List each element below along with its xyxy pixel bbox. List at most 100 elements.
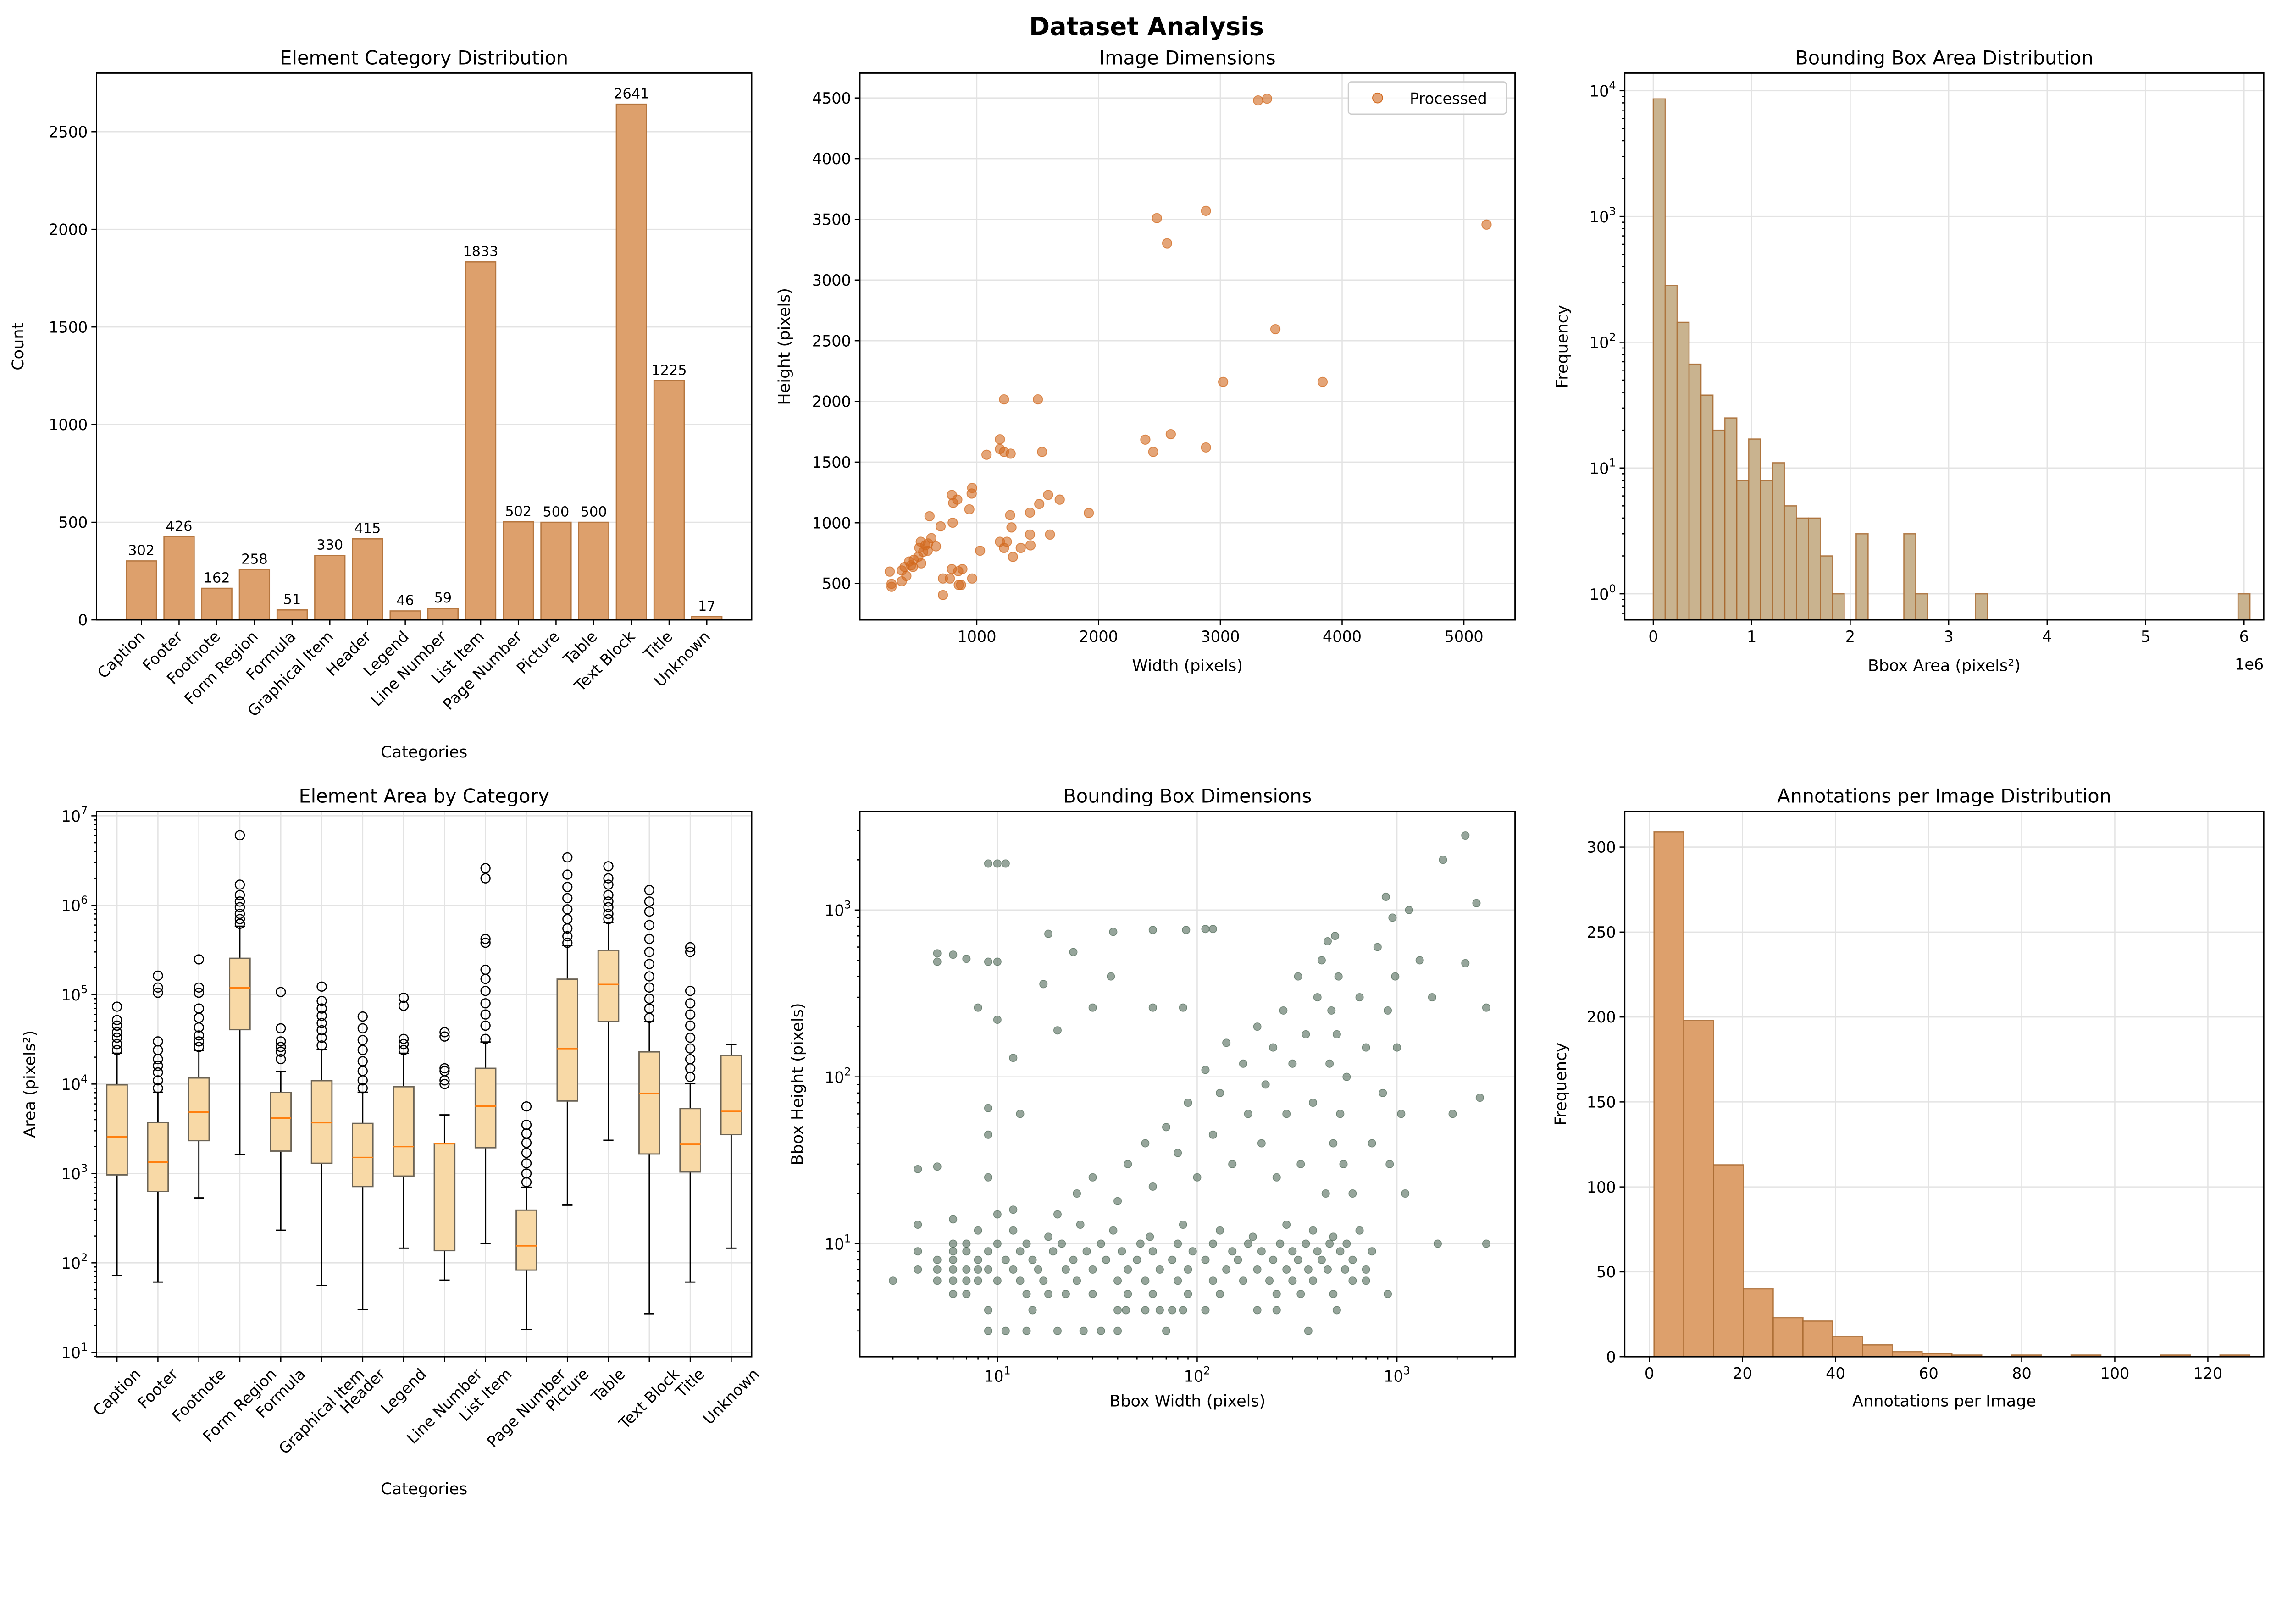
scatter-point bbox=[1148, 1247, 1157, 1256]
x-axis-label: Bbox Area (pixels²) bbox=[1868, 657, 2021, 675]
scatter-point bbox=[1122, 1306, 1130, 1315]
tick-exponent: 4 bbox=[81, 1072, 88, 1085]
flier-point bbox=[521, 1148, 532, 1158]
scatter-point bbox=[937, 590, 948, 600]
scatter-point bbox=[1461, 831, 1470, 840]
flier-point bbox=[603, 902, 614, 912]
flier-point bbox=[439, 1079, 450, 1089]
flier-point bbox=[685, 986, 696, 996]
scatter-point bbox=[1313, 1247, 1322, 1256]
tick-exponent: 2 bbox=[844, 1066, 851, 1078]
scatter-point bbox=[1034, 1265, 1042, 1274]
scatter-point bbox=[1155, 1306, 1164, 1315]
flier-point bbox=[439, 1031, 450, 1042]
subplot-title: Bounding Box Dimensions bbox=[1063, 785, 1312, 807]
tick-exponent: 2 bbox=[1203, 1364, 1210, 1377]
scatter-point bbox=[1401, 1189, 1410, 1198]
scatter-point bbox=[1253, 1306, 1262, 1315]
marks bbox=[1652, 98, 2251, 620]
scatter-point bbox=[1084, 508, 1094, 518]
tick-exponent: 1 bbox=[1004, 1364, 1011, 1377]
scatter-point bbox=[1188, 1247, 1197, 1256]
y-tick-label: 4500 bbox=[812, 89, 851, 107]
scatter-point bbox=[984, 1104, 992, 1112]
scatter-point bbox=[1222, 1038, 1231, 1047]
flier-point bbox=[194, 1042, 204, 1052]
x-tick-label: 80 bbox=[2012, 1364, 2032, 1382]
scatter-point bbox=[1317, 1255, 1326, 1264]
scatter-point bbox=[967, 573, 977, 584]
scatter-point bbox=[1088, 1290, 1097, 1298]
flier-point bbox=[521, 1168, 532, 1179]
scatter-point bbox=[945, 573, 955, 584]
histogram-bar bbox=[1862, 1344, 1893, 1357]
axes: 500 1000 1500 2000 2500 3000 3500 4000 4500 1000 2… bbox=[812, 72, 1516, 646]
scatter-point bbox=[949, 1276, 958, 1285]
iqr-box bbox=[352, 1122, 374, 1188]
scatter-point bbox=[1313, 993, 1322, 1002]
scatter-point bbox=[1261, 1080, 1270, 1089]
box-picture bbox=[556, 852, 579, 1206]
scatter-point bbox=[1257, 1247, 1266, 1256]
bar-value-label: 415 bbox=[354, 521, 381, 537]
flier-point bbox=[685, 1033, 696, 1043]
scatter-point bbox=[1109, 928, 1118, 936]
scatter-point bbox=[1182, 926, 1191, 934]
scatter-point bbox=[1016, 1110, 1025, 1118]
box-page-number bbox=[515, 1101, 537, 1330]
scatter-point bbox=[993, 1276, 1002, 1285]
scatter-point bbox=[984, 1173, 992, 1182]
flier-point bbox=[685, 942, 696, 953]
scatter-point bbox=[1001, 1255, 1010, 1264]
scatter-point bbox=[1339, 1160, 1348, 1169]
iqr-box bbox=[556, 978, 579, 1102]
box-header bbox=[352, 1011, 374, 1310]
histogram-bar bbox=[1676, 321, 1690, 620]
scatter-point bbox=[1025, 540, 1036, 551]
scatter-point bbox=[1162, 1326, 1171, 1335]
flier-point bbox=[153, 1083, 163, 1094]
scatter-point bbox=[914, 1165, 922, 1173]
axes-frame bbox=[1624, 72, 2265, 621]
bar-header bbox=[352, 538, 383, 620]
scatter-point bbox=[948, 497, 958, 508]
flier-point bbox=[644, 934, 654, 944]
bar-picture bbox=[540, 521, 572, 620]
scatter-point bbox=[1342, 1239, 1351, 1248]
scatter-point bbox=[1329, 1232, 1338, 1241]
flier-point bbox=[521, 1158, 532, 1169]
flier-point bbox=[685, 1020, 696, 1031]
scatter-point bbox=[1334, 972, 1343, 981]
scatter-point bbox=[1384, 1290, 1392, 1298]
scatter-point bbox=[933, 949, 942, 958]
scatter-point bbox=[1034, 499, 1045, 509]
flier-point bbox=[480, 1009, 491, 1020]
scatter-point bbox=[1325, 1059, 1334, 1068]
scatter-point bbox=[949, 1239, 958, 1248]
histogram-bar bbox=[1712, 429, 1726, 620]
scatter-point bbox=[1388, 913, 1397, 922]
flier-point bbox=[316, 1040, 327, 1051]
scatter-point bbox=[1265, 1276, 1274, 1285]
flier-point bbox=[357, 1023, 368, 1033]
scatter-point bbox=[1270, 324, 1281, 335]
flier-point bbox=[316, 1003, 327, 1014]
scatter-point bbox=[1148, 1182, 1157, 1191]
scatter-point bbox=[999, 394, 1009, 405]
x-axis-label: Width (pixels) bbox=[1132, 657, 1243, 675]
scatter-point bbox=[1088, 1265, 1097, 1274]
scatter-point bbox=[962, 955, 971, 963]
scatter-point bbox=[1397, 1110, 1406, 1118]
scatter-point bbox=[1332, 1306, 1341, 1315]
scatter-point bbox=[1282, 1265, 1291, 1274]
axes-frame bbox=[96, 811, 753, 1358]
scatter-point bbox=[1124, 1290, 1132, 1298]
scatter-point bbox=[1296, 1160, 1305, 1169]
flier-point bbox=[644, 884, 654, 895]
x-tick-label: 1 bbox=[1747, 628, 1756, 646]
bar-graphical-item bbox=[314, 555, 346, 620]
scatter-point bbox=[1216, 1088, 1224, 1098]
x-tick-label: 2000 bbox=[1079, 628, 1118, 646]
tick-exponent: 5 bbox=[81, 983, 88, 996]
tick-exponent: 3 bbox=[81, 1162, 88, 1175]
